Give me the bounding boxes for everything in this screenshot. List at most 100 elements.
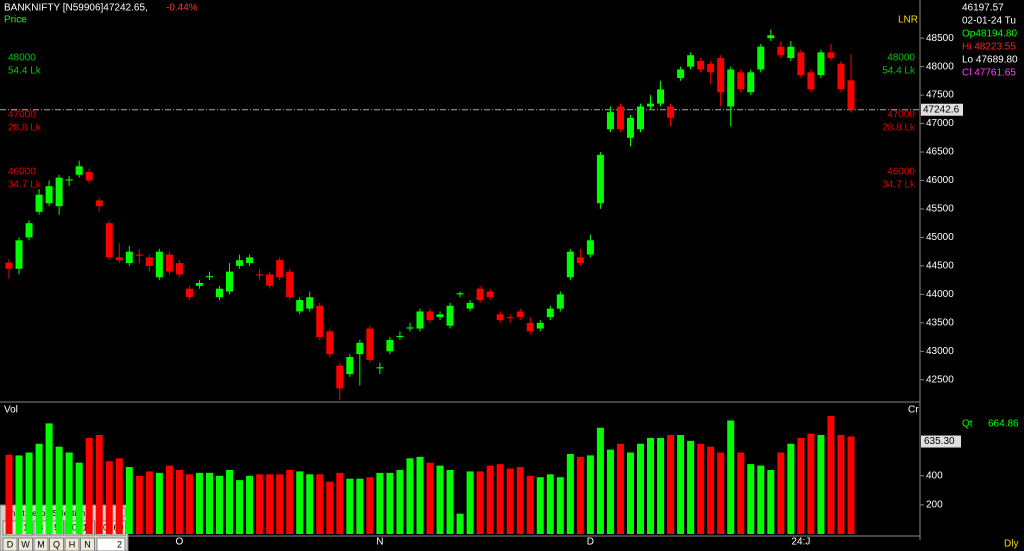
volume-marker-label: 635.30 bbox=[924, 436, 955, 447]
info-row: Lo 47689.80 bbox=[962, 55, 1018, 66]
volume-bar bbox=[757, 465, 765, 534]
volume-bar bbox=[767, 469, 775, 534]
level-label: 46000 bbox=[887, 167, 915, 178]
volume-bar bbox=[356, 478, 364, 534]
volume-bar bbox=[406, 458, 414, 534]
volume-bar bbox=[807, 433, 815, 534]
candle-body bbox=[807, 72, 815, 90]
volume-bar bbox=[436, 465, 444, 534]
candle-body bbox=[25, 223, 33, 238]
volume-bar bbox=[616, 443, 624, 534]
volume-bar bbox=[747, 464, 755, 534]
price-label: Price bbox=[4, 15, 27, 26]
candle-body bbox=[586, 240, 594, 255]
level-label: 48000 bbox=[887, 53, 915, 64]
button-label: D bbox=[7, 539, 14, 549]
candle-body bbox=[446, 305, 454, 326]
candle-body bbox=[65, 179, 73, 181]
button-face bbox=[80, 537, 95, 551]
currency: LNR bbox=[898, 15, 918, 26]
volume-bar bbox=[85, 437, 93, 534]
button-face bbox=[64, 537, 80, 551]
candle-body bbox=[546, 308, 554, 318]
candle-body bbox=[827, 52, 835, 59]
candle-body bbox=[476, 288, 484, 301]
candle-body bbox=[406, 327, 414, 329]
volume-axis-label: Cr bbox=[908, 405, 919, 416]
candle-body bbox=[316, 305, 324, 338]
volume-bar bbox=[246, 475, 254, 534]
period-button[interactable]: H bbox=[64, 537, 80, 551]
candle-body bbox=[346, 357, 354, 375]
period-button[interactable]: Q bbox=[49, 537, 64, 551]
candle-body bbox=[727, 69, 735, 107]
volume-bar bbox=[486, 465, 494, 534]
candle-body bbox=[366, 328, 374, 360]
period-button[interactable]: W bbox=[18, 537, 33, 551]
candle-body bbox=[647, 103, 655, 107]
volume-bar bbox=[15, 455, 23, 534]
x-tick-label: D bbox=[587, 537, 594, 548]
volume-bar bbox=[466, 471, 474, 534]
level-qty: 34.7 Lk bbox=[8, 180, 42, 191]
volume-bar bbox=[546, 474, 554, 534]
volume-bar bbox=[376, 472, 384, 534]
candle-body bbox=[486, 291, 494, 298]
candle-body bbox=[506, 317, 514, 319]
period-input[interactable]: 2 bbox=[96, 537, 126, 551]
volume-bar bbox=[256, 474, 264, 534]
volume-bar bbox=[797, 437, 805, 534]
volume-bar bbox=[637, 443, 644, 534]
candle-body bbox=[767, 35, 775, 39]
volume-tick-label: 400 bbox=[926, 470, 943, 481]
candle-body bbox=[536, 322, 544, 329]
candle-body bbox=[185, 288, 193, 298]
period-button[interactable]: D bbox=[2, 537, 18, 551]
volume-bar bbox=[386, 472, 394, 534]
button-label: 30 bbox=[98, 522, 108, 532]
volume-marker-box bbox=[921, 435, 961, 448]
candle-body bbox=[426, 311, 434, 321]
volume-bar bbox=[817, 435, 825, 534]
candle-body bbox=[667, 106, 675, 118]
candle-body bbox=[125, 251, 133, 264]
candle-body bbox=[205, 276, 213, 278]
volume-bar bbox=[586, 455, 594, 534]
input-value: 2 bbox=[117, 539, 122, 549]
candle-body bbox=[606, 112, 614, 130]
volume-bar bbox=[787, 443, 795, 534]
volume-bar bbox=[115, 458, 123, 534]
volume-bar bbox=[45, 423, 53, 534]
candle-body bbox=[236, 260, 244, 266]
candle-body bbox=[105, 223, 113, 258]
y-tick-label: 44500 bbox=[926, 261, 954, 272]
info-row: Op48194.80 bbox=[962, 29, 1017, 40]
candle-body bbox=[356, 342, 364, 355]
info-row: 46197.57 bbox=[962, 3, 1004, 14]
candle-body bbox=[175, 263, 183, 275]
button-label: M bbox=[37, 539, 45, 549]
period-button[interactable]: M bbox=[33, 537, 49, 551]
volume-bar bbox=[727, 420, 735, 534]
volume-bar bbox=[536, 477, 544, 534]
volume-bar bbox=[647, 437, 655, 534]
volume-bar bbox=[556, 477, 564, 534]
qty-label: Qt bbox=[962, 419, 973, 430]
candle-body bbox=[817, 52, 825, 76]
candle-body bbox=[496, 314, 504, 321]
selector-title: Chart Period Selection bbox=[5, 509, 85, 518]
button-label: Q bbox=[53, 539, 60, 549]
button-face bbox=[33, 537, 49, 551]
level-label: 47000 bbox=[8, 110, 36, 121]
period-button[interactable]: N bbox=[80, 537, 95, 551]
candle-body bbox=[757, 46, 765, 70]
volume-bar bbox=[236, 480, 244, 534]
candle-body bbox=[226, 271, 234, 292]
candle-body bbox=[697, 60, 705, 70]
y-tick-label: 43500 bbox=[926, 317, 954, 328]
level-qty: 34.7 Lk bbox=[882, 180, 916, 191]
candle-body bbox=[266, 274, 274, 286]
candle-body bbox=[75, 166, 83, 175]
candle-body bbox=[286, 271, 294, 298]
